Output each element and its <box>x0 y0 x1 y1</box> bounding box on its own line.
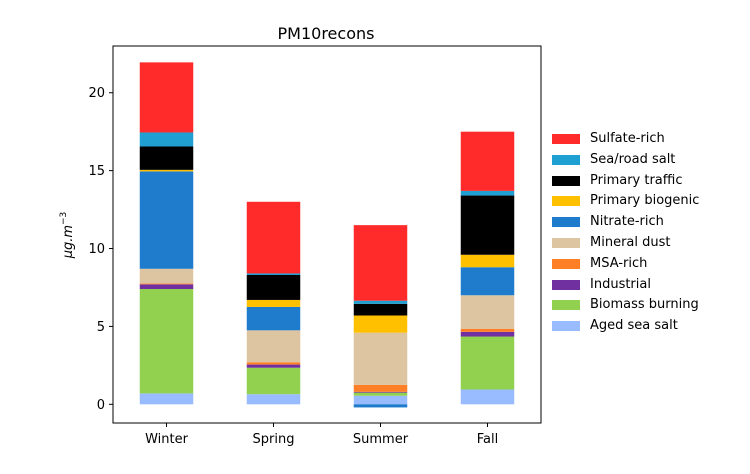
bar-winter-nitrate-rich <box>139 171 194 269</box>
y-tick-label-15: 15 <box>88 164 105 179</box>
plot-frame <box>112 45 542 424</box>
bar-spring-industrial <box>246 364 301 368</box>
legend-label-biomass-burning: Biomass burning <box>590 297 699 313</box>
bar-winter-biomass-burning <box>139 289 194 394</box>
legend-item-sea-road-salt: Sea/road salt <box>552 151 742 172</box>
legend-item-primary-biogenic: Primary biogenic <box>552 192 742 213</box>
bar-fall-sea-road-salt <box>460 190 515 196</box>
bar-fall-msa-rich <box>460 328 515 332</box>
legend-item-biomass-burning: Biomass burning <box>552 296 742 317</box>
legend-swatch-sulfate-rich <box>552 134 580 144</box>
bar-summer-industrial <box>353 391 408 393</box>
legend-item-nitrate-rich: Nitrate-rich <box>552 213 742 234</box>
bar-fall-nitrate-rich <box>460 267 515 296</box>
legend-swatch-sea-road-salt <box>552 154 580 165</box>
x-tick-label-spring: Spring <box>253 432 295 447</box>
legend-item-msa-rich: MSA-rich <box>552 255 742 276</box>
y-tick-label-5: 5 <box>97 320 105 335</box>
bar-spring-sea-road-salt <box>246 273 301 276</box>
legend-label-industrial: Industrial <box>590 276 651 292</box>
bar-spring-nitrate-rich <box>246 306 301 331</box>
bar-summer-mineral-dust <box>353 332 408 385</box>
bar-fall-aged-sea-salt <box>460 389 515 405</box>
legend-swatch-nitrate-rich <box>552 217 580 228</box>
bar-summer-nitrate-rich <box>353 404 408 408</box>
bar-fall-industrial <box>460 331 515 337</box>
bar-fall-sulfate-rich <box>460 131 515 191</box>
legend-swatch-primary-biogenic <box>552 196 580 207</box>
legend-label-primary-traffic: Primary traffic <box>590 172 683 188</box>
bar-fall-mineral-dust <box>460 295 515 329</box>
y-tick-label-20: 20 <box>88 86 105 101</box>
bar-fall-primary-traffic <box>460 195 515 255</box>
legend-label-sulfate-rich: Sulfate-rich <box>590 131 665 146</box>
bar-spring-aged-sea-salt <box>246 394 301 405</box>
legend-label-sea-road-salt: Sea/road salt <box>590 151 676 167</box>
bar-winter-sulfate-rich <box>139 62 194 133</box>
legend-swatch-aged-sea-salt <box>552 321 580 332</box>
legend: Sulfate-rich Sea/road salt Primary traffic… <box>552 130 742 338</box>
bar-winter-mineral-dust <box>139 268 194 284</box>
bar-winter-primary-traffic <box>139 146 194 170</box>
legend-swatch-biomass-burning <box>552 300 580 311</box>
bar-summer-primary-biogenic <box>353 315 408 333</box>
bar-winter-sea-road-salt <box>139 132 194 147</box>
x-tick-label-fall: Fall <box>477 432 498 447</box>
bar-fall-primary-biogenic <box>460 254 515 268</box>
bar-spring-msa-rich <box>246 362 301 365</box>
legend-item-industrial: Industrial <box>552 276 742 297</box>
bar-fall-biomass-burning <box>460 336 515 390</box>
plot-area: Winter Spring Summer Fall 0 5 10 15 20 <box>88 45 542 447</box>
y-axis-label-base: μg.m <box>61 225 76 259</box>
bar-summer-msa-rich <box>353 384 408 392</box>
bar-summer-sea-road-salt <box>353 300 408 304</box>
legend-label-nitrate-rich: Nitrate-rich <box>590 214 664 230</box>
bar-winter-aged-sea-salt <box>139 393 194 405</box>
bar-summer-sulfate-rich <box>353 225 408 301</box>
legend-item-aged-sea-salt: Aged sea salt <box>552 317 742 338</box>
bar-summer-biomass-burning <box>353 392 408 396</box>
bar-spring-biomass-burning <box>246 367 301 395</box>
legend-item-sulfate-rich: Sulfate-rich <box>552 130 742 151</box>
legend-label-aged-sea-salt: Aged sea salt <box>590 318 678 334</box>
legend-swatch-primary-traffic <box>552 175 580 186</box>
x-tick-label-summer: Summer <box>353 432 409 447</box>
bar-spring-sulfate-rich <box>246 201 301 274</box>
y-axis-label-exponent: −3 <box>59 212 69 225</box>
bar-spring-mineral-dust <box>246 330 301 363</box>
legend-swatch-mineral-dust <box>552 237 580 248</box>
y-axis-label: μg.m−3 <box>59 212 76 260</box>
chart-title: PM10recons <box>278 24 375 43</box>
bar-summer-primary-traffic <box>353 303 408 316</box>
x-tick-label-winter: Winter <box>145 432 189 447</box>
legend-item-mineral-dust: Mineral dust <box>552 234 742 255</box>
bar-spring-primary-traffic <box>246 275 301 300</box>
legend-label-mineral-dust: Mineral dust <box>590 234 671 250</box>
legend-swatch-industrial <box>552 279 580 290</box>
bar-winter-msa-rich <box>139 283 194 285</box>
legend-label-primary-biogenic: Primary biogenic <box>590 193 700 209</box>
legend-swatch-msa-rich <box>552 258 580 269</box>
y-tick-label-10: 10 <box>88 242 105 257</box>
bar-winter-primary-biogenic <box>139 169 194 172</box>
bar-summer-aged-sea-salt <box>353 395 408 405</box>
bar-spring-primary-biogenic <box>246 299 301 307</box>
y-tick-label-0: 0 <box>97 398 105 413</box>
legend-label-msa-rich: MSA-rich <box>590 255 648 271</box>
bar-winter-industrial <box>139 284 194 290</box>
legend-item-primary-traffic: Primary traffic <box>552 172 742 193</box>
